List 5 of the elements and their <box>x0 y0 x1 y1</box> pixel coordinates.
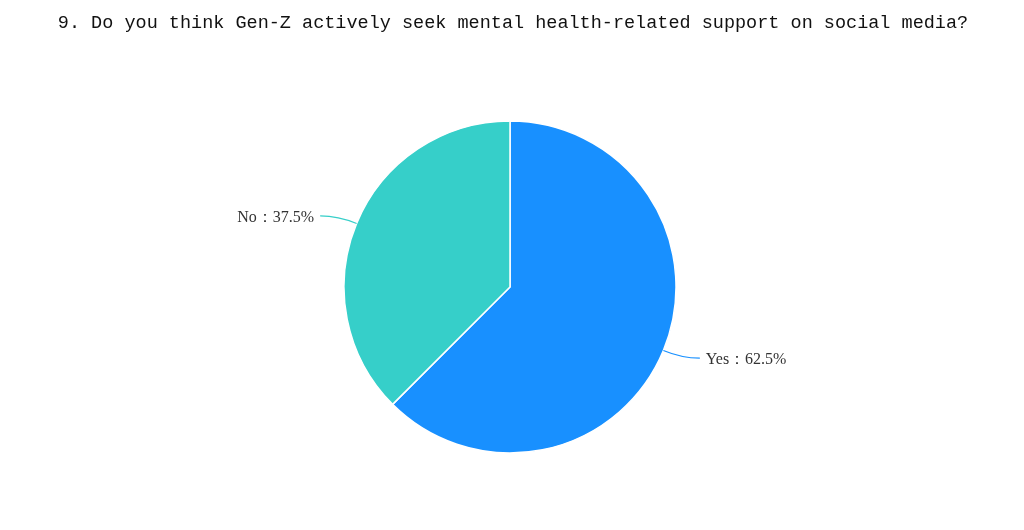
slice-label: No <box>237 207 257 225</box>
chart-title: 9. Do you think Gen-Z actively seek mental health-related support on social media? <box>57 13 969 34</box>
data-label: ：37.5% <box>256 207 315 225</box>
slice-label: Yes <box>705 350 730 368</box>
data-label: ：62.5% <box>729 350 787 368</box>
